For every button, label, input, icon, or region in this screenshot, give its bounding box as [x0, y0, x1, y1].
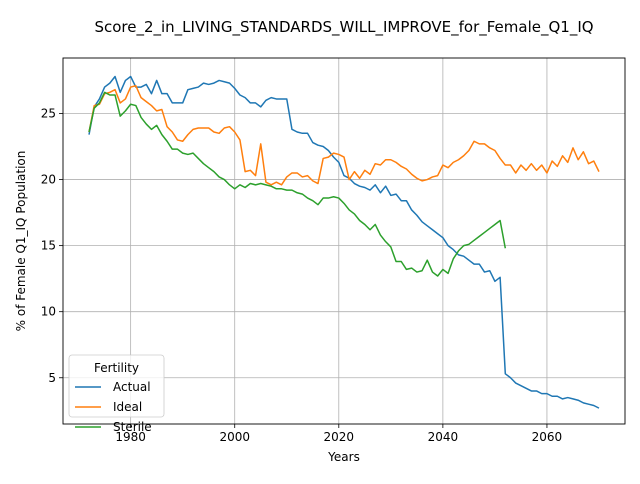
chart-title: Score_2_in_LIVING_STANDARDS_WILL_IMPROVE… [94, 18, 593, 37]
x-tick-label: 1980 [115, 430, 146, 444]
y-tick-label: 25 [41, 106, 56, 120]
x-tick-label: 2020 [324, 430, 355, 444]
x-tick-label: 2040 [428, 430, 459, 444]
legend-label-ideal: Ideal [113, 400, 142, 414]
y-tick-label: 20 [41, 173, 56, 187]
x-tick-label: 2060 [532, 430, 563, 444]
y-axis-label: % of Female Q1_IQ Population [14, 151, 28, 332]
series-line-ideal [88, 85, 600, 186]
legend-items: Actual Ideal Sterile [75, 380, 152, 434]
x-axis-label: Years [327, 450, 360, 464]
x-axis-ticks: 1980 2000 2020 2040 2060 [115, 424, 562, 444]
plot-frame [62, 57, 626, 425]
x-tick-label: 2000 [219, 430, 250, 444]
y-tick-label: 5 [48, 371, 56, 385]
legend: Fertility Actual Ideal Sterile [68, 354, 165, 434]
series-line-actual [88, 75, 600, 409]
legend-label-sterile: Sterile [113, 420, 152, 434]
y-tick-label: 15 [41, 239, 56, 253]
series-line-sterile [88, 91, 507, 277]
series-lines [88, 75, 600, 409]
legend-box [68, 354, 165, 418]
legend-title: Fertility [94, 361, 139, 375]
y-tick-label: 10 [41, 305, 56, 319]
y-axis-ticks: 5 10 15 20 25 [41, 106, 63, 385]
legend-label-actual: Actual [113, 380, 151, 394]
